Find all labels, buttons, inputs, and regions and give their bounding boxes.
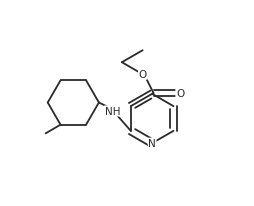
Text: O: O xyxy=(176,89,184,98)
Text: N: N xyxy=(148,138,156,149)
Text: NH: NH xyxy=(105,107,120,116)
Text: O: O xyxy=(138,70,147,80)
